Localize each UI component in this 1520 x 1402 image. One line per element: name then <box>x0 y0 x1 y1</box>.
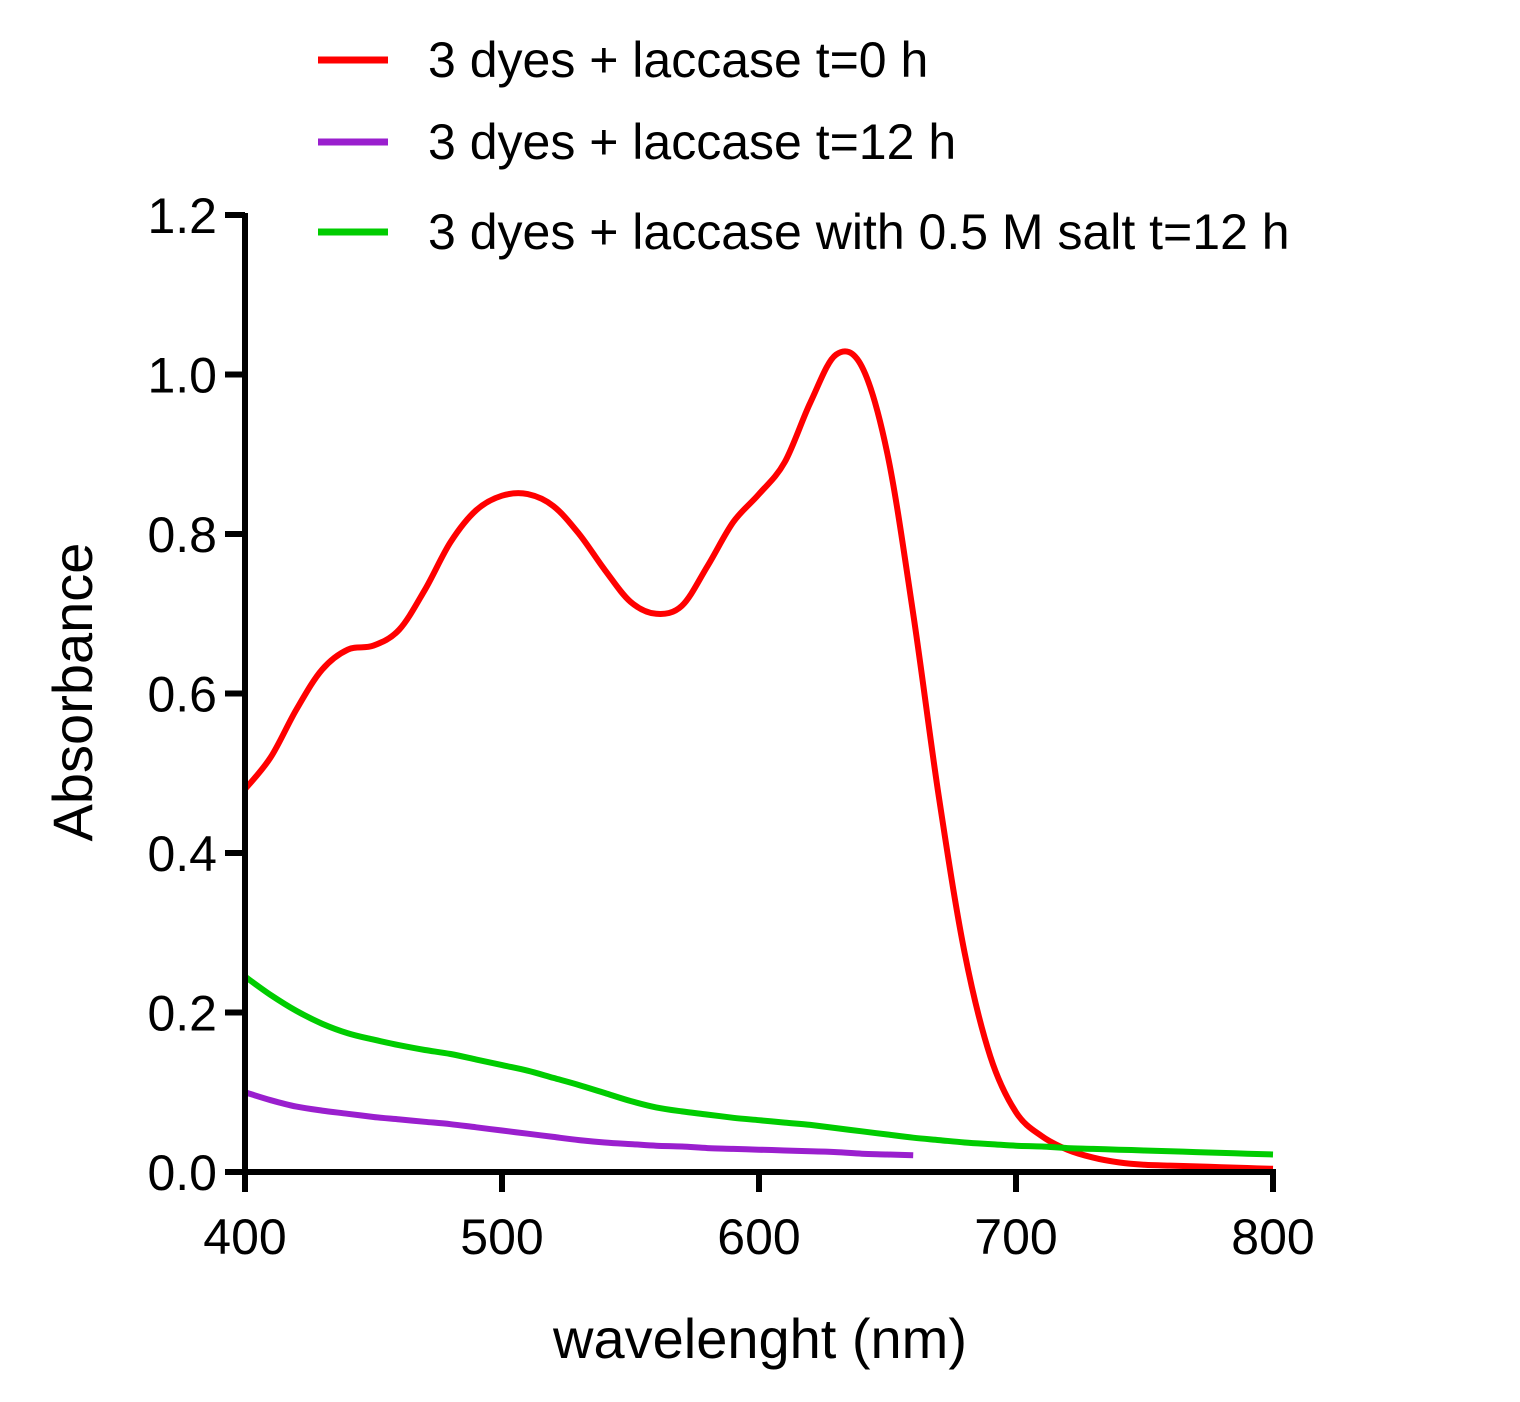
legend-item: 3 dyes + laccase t=12 h <box>318 114 956 170</box>
y-tick-label: 1.0 <box>147 348 217 404</box>
axes: 0.0 0.2 0.4 0.6 0.8 1.0 1.2 400 500 600 700 800 <box>147 188 1314 1265</box>
x-tick-label: 400 <box>203 1209 286 1265</box>
x-tick-label: 600 <box>717 1209 800 1265</box>
legend-label-t12: 3 dyes + laccase t=12 h <box>428 114 956 170</box>
x-tick-label: 500 <box>460 1209 543 1265</box>
series-line-2 <box>243 974 1274 1158</box>
y-axis-title: Absorbance <box>41 543 104 842</box>
y-tick-label: 0.6 <box>147 667 217 723</box>
y-tick-label: 1.2 <box>147 188 217 244</box>
x-axis-title: wavelenght (nm) <box>552 1307 967 1370</box>
y-tick-label: 0.0 <box>147 1145 217 1201</box>
legend-label-t0: 3 dyes + laccase t=0 h <box>428 32 928 88</box>
series-layer <box>242 348 1274 1172</box>
series-line-0 <box>242 348 1274 1172</box>
y-tick-label: 0.8 <box>147 507 217 563</box>
legend: 3 dyes + laccase t=0 h 3 dyes + laccase … <box>318 32 1290 260</box>
y-tick-label: 0.4 <box>147 826 217 882</box>
legend-item: 3 dyes + laccase with 0.5 M salt t=12 h <box>318 204 1290 260</box>
legend-item: 3 dyes + laccase t=0 h <box>318 32 928 88</box>
series-line-1 <box>244 1089 914 1159</box>
x-tick-label: 800 <box>1231 1209 1314 1265</box>
y-tick-label: 0.2 <box>147 986 217 1042</box>
x-tick-label: 700 <box>974 1209 1057 1265</box>
legend-label-salt: 3 dyes + laccase with 0.5 M salt t=12 h <box>428 204 1290 260</box>
